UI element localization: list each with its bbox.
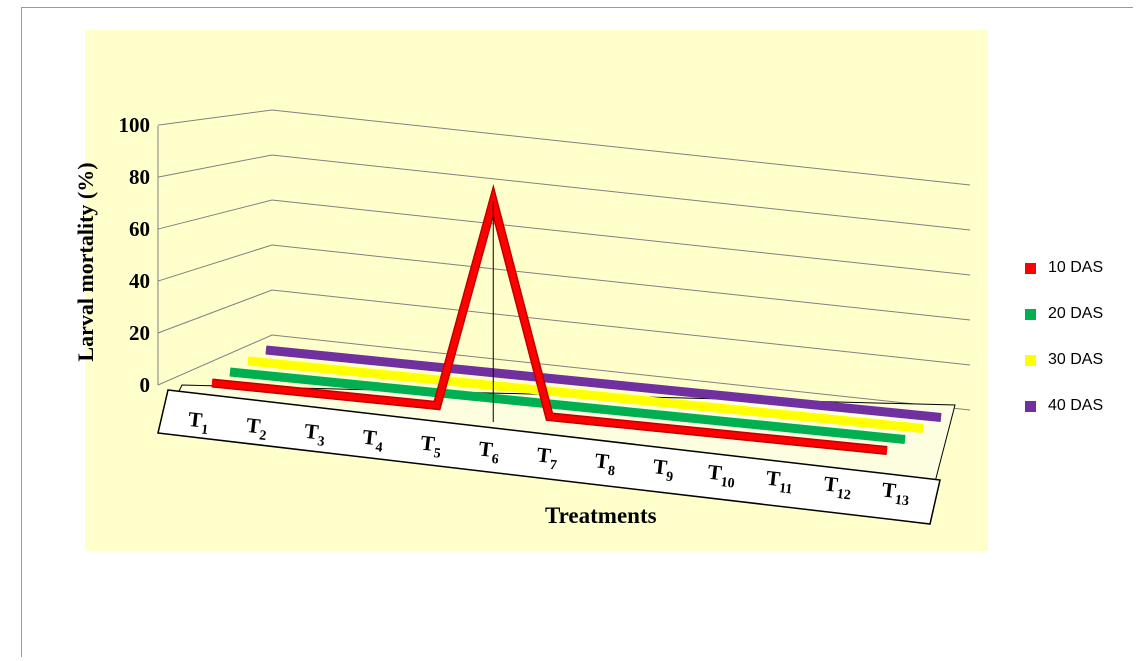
series-line [265,347,942,421]
gridline [157,109,971,186]
x-tick-label: T1 [186,407,210,438]
gridline [157,154,971,231]
legend-swatch [1025,400,1036,412]
x-tick-label: T5 [419,431,443,462]
series-line [229,369,906,443]
legend-swatch [1025,308,1036,320]
y-tick-label: 60 [129,217,150,241]
legend-swatch [1025,262,1036,274]
chart-frame [21,7,1133,657]
x-tick-label: T2 [245,413,269,444]
series-line [211,189,888,454]
x-tick-label: T11 [764,466,794,498]
legend: 10 DAS 20 DAS 30 DAS 40 DAS [1025,259,1103,443]
gridline [157,244,971,321]
legend-label: 10 DAS [1048,259,1104,276]
y-axis-label: Larval mortality (%) [73,162,98,362]
legend-item: 10 DAS [1025,259,1103,277]
series-line [247,358,924,432]
gridline [157,199,971,276]
legend-label: 20 DAS [1048,305,1104,322]
y-tick-label: 100 [119,113,151,137]
x-tick-label: T13 [880,477,911,509]
legend-item: 40 DAS [1025,397,1103,415]
x-tick-label: T8 [593,448,617,479]
x-tick-label: T6 [477,436,501,467]
x-axis-label: Treatments [545,503,657,528]
legend-item: 20 DAS [1025,305,1103,323]
x-tick-label: T9 [651,454,675,485]
y-tick-label: 0 [140,373,151,397]
x-tick-label: T4 [361,425,385,456]
x-tick-label: T10 [706,460,737,492]
legend-label: 40 DAS [1048,397,1104,414]
legend-item: 30 DAS [1025,351,1103,369]
legend-swatch [1025,354,1036,366]
gridline [157,334,971,411]
gridline [157,289,971,366]
x-tick-label: T7 [535,442,559,473]
y-tick-label: 80 [129,165,150,189]
legend-label: 30 DAS [1048,351,1104,368]
category-label-band [157,389,941,525]
y-tick-label: 20 [129,321,150,345]
x-tick-label: T3 [303,419,327,450]
x-tick-label: T12 [822,471,853,503]
y-tick-label: 40 [129,269,150,293]
